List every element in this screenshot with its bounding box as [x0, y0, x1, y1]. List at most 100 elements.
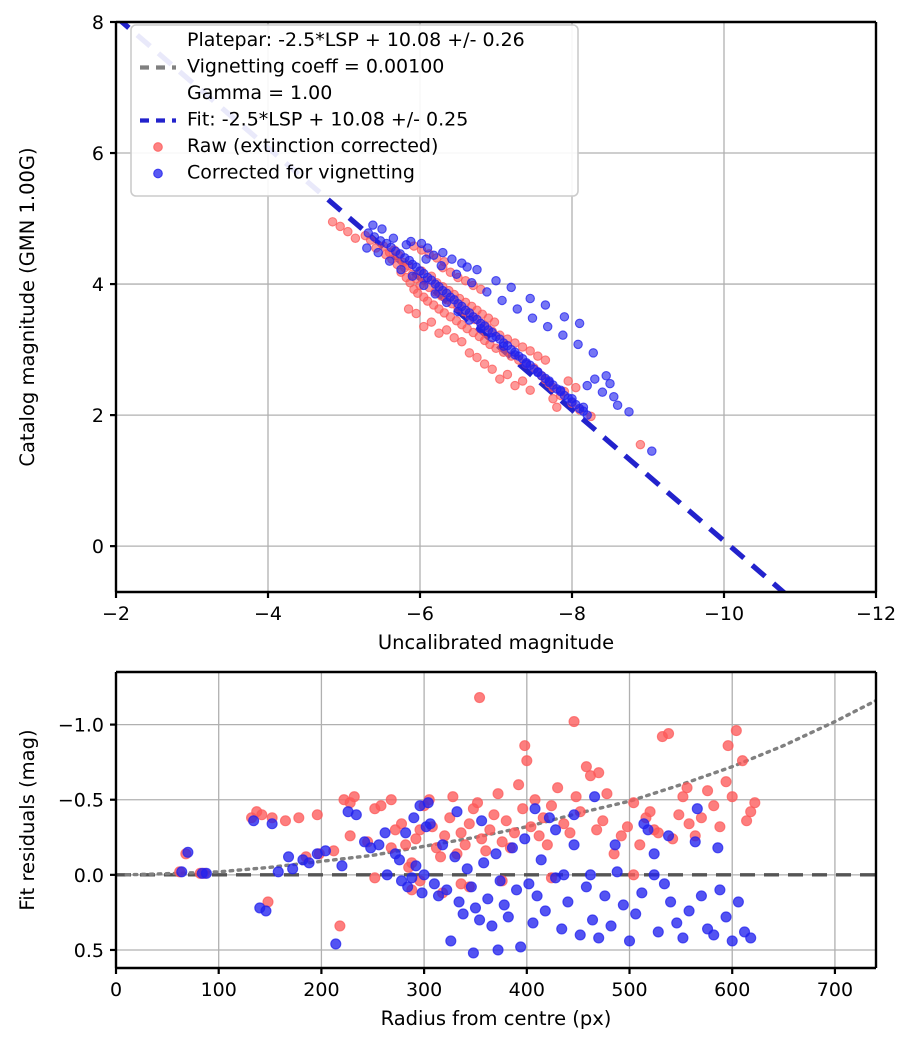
data-point — [474, 914, 486, 926]
data-point — [410, 860, 422, 872]
data-point — [348, 791, 360, 803]
data-point — [586, 914, 599, 926]
legend-entry: Gamma = 1.00 — [187, 82, 332, 104]
data-point — [533, 351, 543, 361]
data-point — [677, 932, 689, 944]
data-point — [491, 276, 501, 286]
data-point — [695, 812, 707, 824]
data-point — [683, 905, 695, 917]
legend-red-dot-swatch — [153, 142, 163, 152]
data-point — [488, 809, 500, 821]
legend-label: Raw (extinction corrected) — [187, 135, 438, 157]
data-point — [601, 788, 613, 800]
data-point — [541, 839, 553, 851]
xtick-label: 700 — [817, 979, 853, 1001]
data-point — [601, 371, 611, 381]
data-point — [570, 791, 582, 803]
data-point — [368, 220, 378, 230]
data-point — [597, 387, 608, 397]
data-point — [498, 899, 510, 911]
data-point — [662, 728, 675, 740]
ytick-label: 2 — [92, 405, 104, 427]
data-point — [303, 857, 315, 869]
data-point — [741, 815, 753, 827]
data-point — [282, 851, 295, 863]
data-point — [377, 224, 387, 234]
data-point — [517, 803, 529, 815]
data-point — [492, 944, 504, 956]
data-point — [623, 935, 636, 947]
data-point — [567, 393, 577, 404]
legend-entry: Corrected for vignetting — [153, 162, 415, 184]
data-point — [714, 884, 726, 896]
data-point — [327, 217, 338, 227]
xtick-label: −4 — [254, 603, 282, 625]
data-point — [457, 336, 467, 347]
data-point — [293, 812, 305, 824]
data-point — [573, 339, 583, 350]
data-point — [384, 256, 395, 266]
data-point — [525, 293, 535, 304]
data-point — [400, 839, 412, 851]
data-point — [472, 264, 482, 275]
data-point — [248, 815, 260, 827]
data-point — [714, 821, 726, 833]
data-point — [375, 800, 387, 812]
data-point — [749, 797, 761, 809]
data-point — [647, 446, 657, 456]
data-point — [563, 376, 573, 386]
data-point — [410, 833, 422, 845]
data-point — [495, 374, 505, 384]
xaxis-title: Uncalibrated magnitude — [378, 631, 614, 654]
xtick-label: −12 — [856, 603, 896, 625]
data-point — [464, 315, 475, 325]
data-point — [558, 869, 570, 881]
data-point — [358, 836, 371, 848]
data-point — [487, 333, 497, 343]
data-point — [544, 376, 554, 386]
data-point — [508, 827, 521, 839]
data-point — [393, 854, 406, 866]
data-point — [335, 221, 345, 232]
data-point — [529, 803, 541, 815]
data-point — [545, 800, 558, 812]
data-point — [476, 323, 486, 334]
data-point — [506, 282, 516, 293]
data-point — [582, 410, 592, 420]
data-point — [630, 908, 642, 920]
legend-label: Platepar: -2.5*LSP + 10.08 +/- 0.26 — [187, 29, 525, 51]
data-point — [519, 833, 531, 845]
legend-label: Fit: -2.5*LSP + 10.08 +/- 0.25 — [187, 109, 468, 131]
data-point — [574, 318, 585, 329]
xtick-label: −10 — [704, 603, 744, 625]
data-point — [343, 226, 353, 237]
data-point — [418, 869, 430, 881]
xtick-label: 300 — [406, 979, 442, 1001]
data-point — [745, 806, 757, 818]
ticks: −2 −4 −6 −8 −10 −12 0 2 4 6 8 — [92, 12, 896, 625]
data-point — [617, 899, 629, 911]
data-point — [487, 364, 497, 374]
legend-frame — [130, 24, 579, 197]
data-point — [200, 867, 212, 879]
data-point — [256, 809, 268, 821]
data-point — [555, 385, 566, 395]
data-point — [176, 866, 188, 878]
data-point — [395, 818, 408, 830]
data-point — [491, 343, 501, 354]
data-point — [379, 827, 391, 839]
data-point — [540, 355, 551, 365]
data-point — [373, 839, 385, 851]
data-point — [466, 278, 477, 288]
data-point — [407, 271, 418, 281]
data-point — [593, 767, 605, 779]
data-point — [279, 815, 292, 827]
data-point — [444, 812, 456, 824]
data-point — [426, 317, 437, 327]
data-point — [311, 809, 323, 821]
data-point — [683, 818, 695, 830]
data-point — [449, 851, 461, 863]
data-point — [521, 359, 532, 369]
data-point — [502, 369, 513, 380]
data-point — [373, 247, 383, 258]
